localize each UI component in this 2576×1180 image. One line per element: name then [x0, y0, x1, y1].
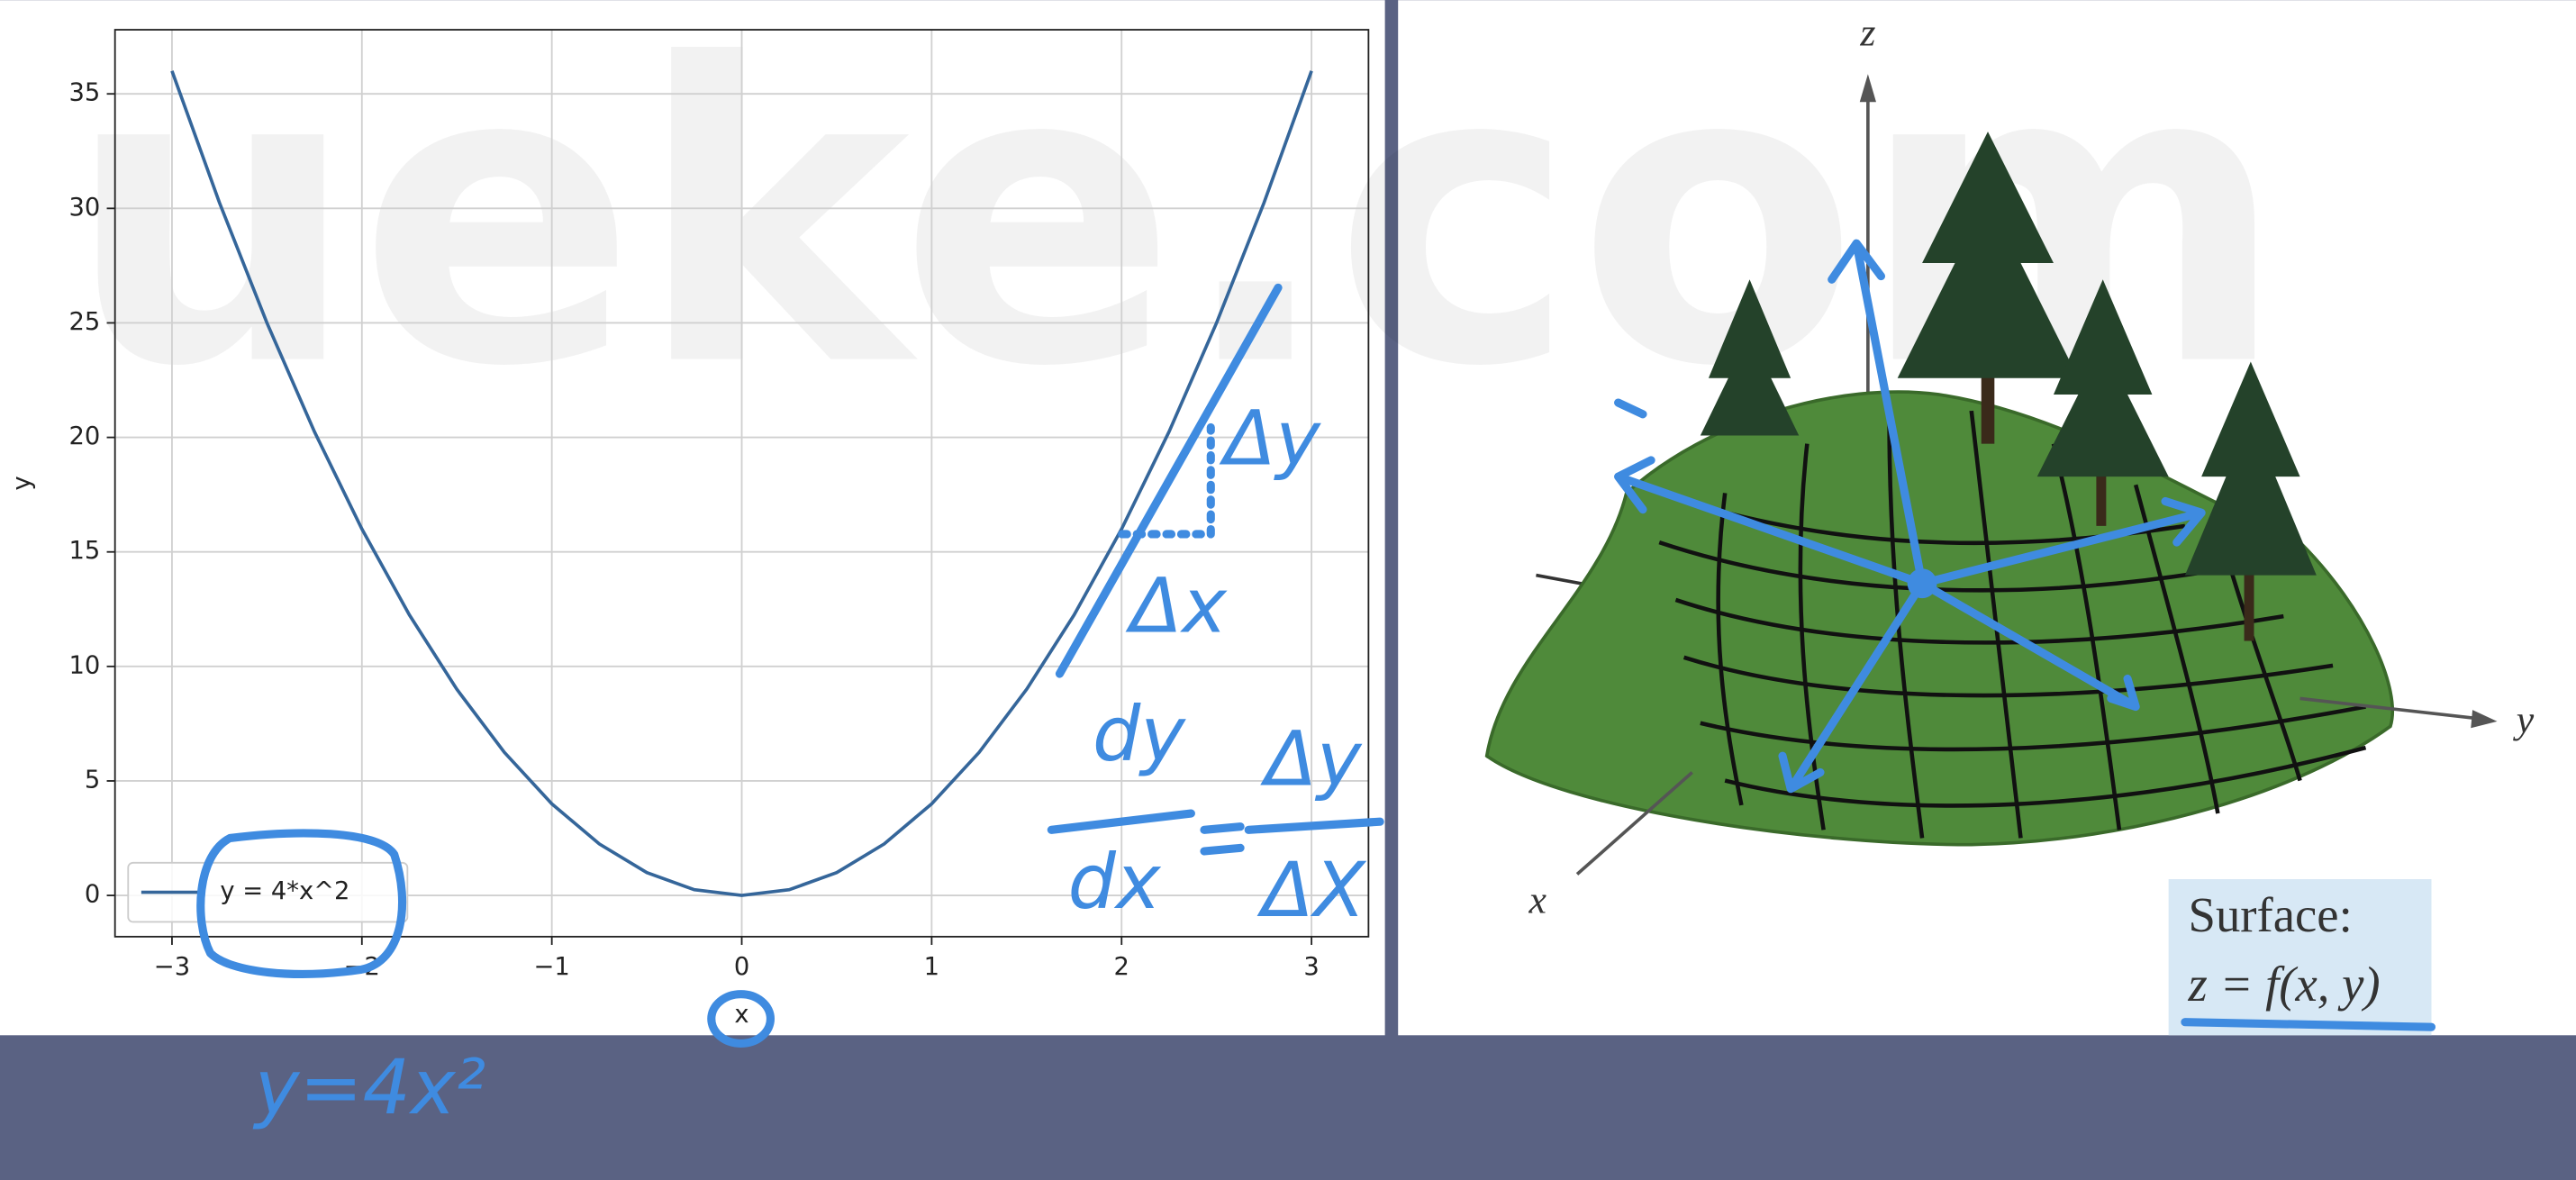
annotation: dx: [1068, 838, 1162, 926]
y-tick-label: 30: [68, 194, 100, 222]
caption-formula: z = f(x, y): [2188, 957, 2381, 1012]
z-arrow: [1859, 74, 1876, 103]
fraction-stroke: [1047, 809, 1384, 856]
y-tick-label: 35: [68, 79, 100, 107]
delta-stroke: [1118, 422, 1215, 539]
y-tick-label: 25: [68, 308, 100, 336]
y-axis: [2299, 696, 2490, 722]
tangent-stroke: [1055, 283, 1283, 678]
y-tick-label: 0: [85, 881, 100, 909]
annotation: dy: [1093, 690, 1186, 778]
x-tick-label: 2: [1114, 953, 1129, 981]
y-arrow: [2471, 710, 2498, 729]
caption-title: Surface:: [2189, 887, 2353, 942]
line: [170, 70, 1313, 897]
annotation: Δx: [1125, 562, 1228, 650]
x-tick-label: 0: [734, 953, 749, 981]
y-tick-label: 20: [68, 422, 100, 450]
x-tick-label: −1: [534, 953, 570, 981]
z-label: z: [1859, 11, 1875, 54]
y-label: y: [2513, 698, 2535, 741]
y-tick-label: 10: [68, 651, 100, 679]
x-tick-label: 3: [1303, 953, 1319, 981]
x-axis: [1575, 771, 1693, 876]
legend-circle: [196, 829, 407, 978]
watermark: ueke.com: [66, 0, 2287, 456]
handwriting: Δy Δx dy dx Δy ΔX y=4x²: [196, 239, 2436, 1131]
annotation: Δy: [1259, 714, 1362, 803]
x-label: x: [1528, 878, 1547, 921]
y-tick-label: 15: [68, 537, 100, 565]
annotation: y=4x²: [252, 1043, 486, 1131]
x-tick-label: 1: [924, 953, 939, 981]
annotation: ΔX: [1256, 846, 1366, 934]
caption-box: [2168, 879, 2432, 1036]
y-tick-label: 5: [85, 766, 100, 794]
trees: [1700, 132, 2317, 641]
point: [1907, 568, 1937, 599]
legend-label: y = 4*x^2: [220, 877, 349, 905]
x-axis-label: x: [734, 1001, 748, 1029]
annotation: Δy: [1219, 395, 1321, 483]
surface-arrows: [1614, 239, 2436, 1031]
y-axis-label: y: [8, 476, 36, 490]
x-tick-label: −3: [154, 953, 190, 981]
xlabel-circle: [707, 990, 776, 1048]
plot-frame: [113, 29, 1370, 938]
